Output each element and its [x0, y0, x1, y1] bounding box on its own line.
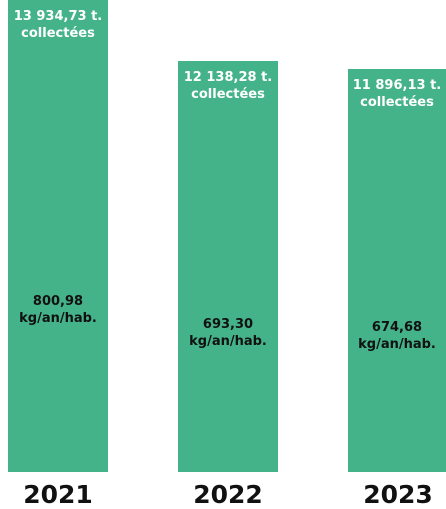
- per-capita-label: 693,30 kg/an/hab.: [189, 316, 267, 349]
- value-label: 11 896,13 t. collectées: [352, 78, 442, 111]
- bar: [8, 0, 108, 472]
- bar: [178, 60, 278, 472]
- x-tick-label: 2022: [193, 480, 263, 509]
- value-label: 12 138,28 t. collectées: [183, 69, 273, 102]
- value-label: 13 934,73 t. collectées: [13, 9, 103, 41]
- x-tick-label: 2023: [363, 480, 433, 509]
- per-capita-label: 674,68 kg/an/hab.: [358, 319, 436, 352]
- x-tick-label: 2021: [23, 480, 93, 509]
- bar: [348, 69, 446, 472]
- per-capita-label: 800,98 kg/an/hab.: [19, 293, 97, 326]
